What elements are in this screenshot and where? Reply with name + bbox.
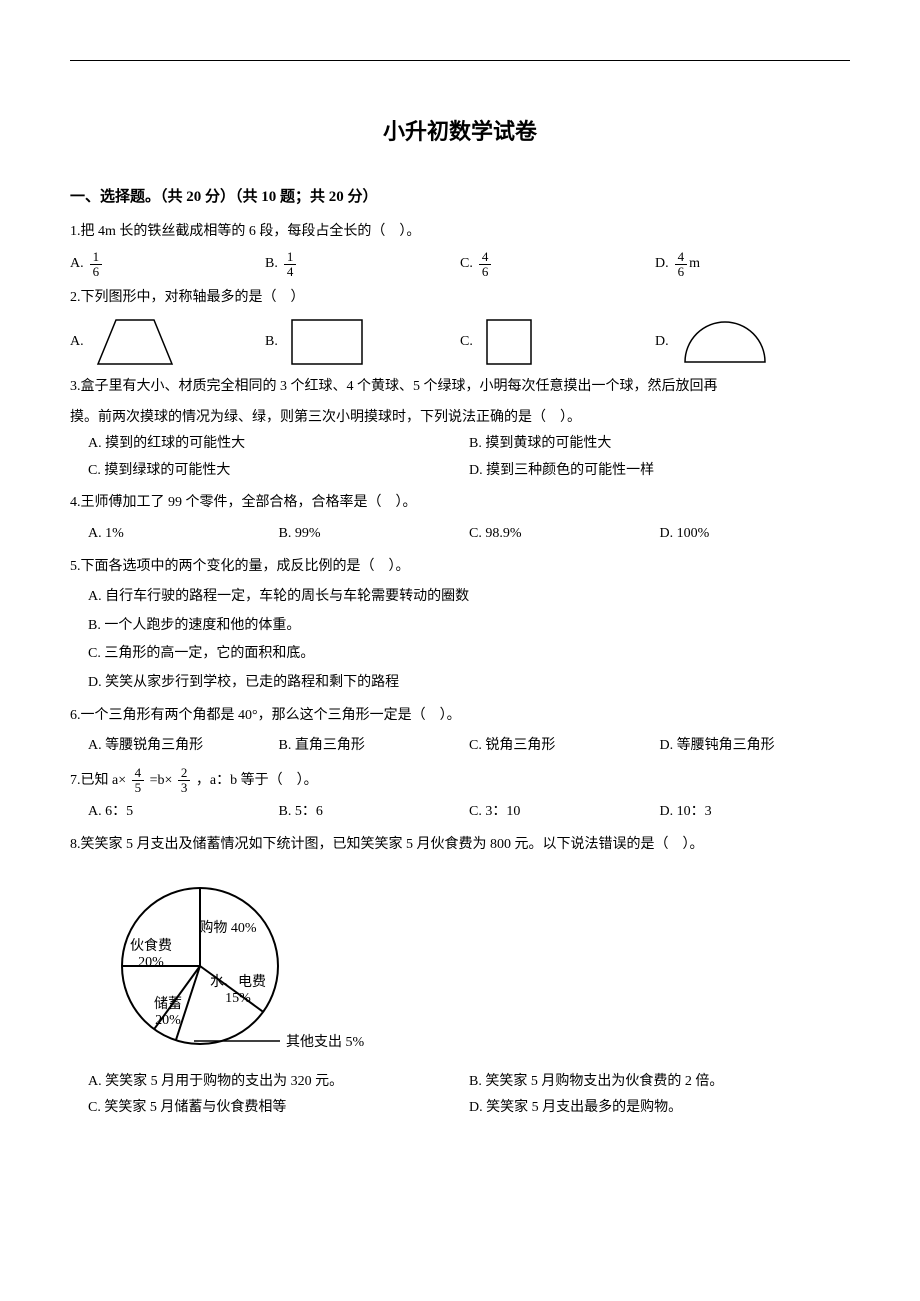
q4-opt-a: A. 1% bbox=[88, 521, 279, 548]
fraction-icon: 4 6 bbox=[479, 250, 492, 280]
q5-stem: 5.下面各选项中的两个变化的量，成反比例的是（ ）。 bbox=[70, 554, 850, 581]
fraction-icon: 4 6 bbox=[675, 250, 688, 280]
q1-stem: 1.把 4m 长的铁丝截成相等的 6 段，每段占全长的（ ）。 bbox=[70, 219, 850, 246]
q2-options: A. B. C. D. bbox=[70, 316, 850, 368]
q7-pre: 7.已知 a× bbox=[70, 773, 130, 788]
q2-c-label: C. bbox=[460, 329, 473, 356]
q1-opt-a: A. 1 6 bbox=[70, 250, 265, 280]
q1-a-label: A. bbox=[70, 251, 84, 278]
frac-den: 4 bbox=[284, 265, 297, 279]
frac-num: 2 bbox=[178, 766, 191, 781]
q5-opt-b: B. 一个人跑步的速度和他的体重。 bbox=[88, 613, 850, 640]
frac-den: 5 bbox=[132, 781, 145, 795]
q6-opt-c: C. 锐角三角形 bbox=[469, 733, 660, 760]
q8-pie-chart: 购物 40% 水、电费 15% 伙食费 20% 储蓄 20% 其他支出 5% bbox=[70, 871, 850, 1061]
q7-opt-d: D. 10：3 bbox=[660, 799, 851, 826]
page-title: 小升初数学试卷 bbox=[70, 111, 850, 153]
frac-num: 1 bbox=[284, 250, 297, 265]
pie-label-save1: 储蓄 bbox=[154, 996, 182, 1012]
q5-opt-d: D. 笑笑从家步行到学校，已走的路程和剩下的路程 bbox=[88, 670, 850, 697]
q7-post: ，a：b 等于（ ）。 bbox=[196, 773, 318, 788]
q2-opt-c: C. bbox=[460, 316, 655, 368]
q4-opt-b: B. 99% bbox=[279, 521, 470, 548]
q8-stem: 8.笑笑家 5 月支出及储蓄情况如下统计图，已知笑笑家 5 月伙食费为 800 … bbox=[70, 832, 850, 859]
pie-label-food1: 伙食费 bbox=[130, 937, 172, 954]
q2-opt-d: D. bbox=[655, 316, 850, 368]
fraction-icon: 2 3 bbox=[178, 766, 191, 796]
q7-opt-a: A. 6：5 bbox=[88, 799, 279, 826]
q1-c-label: C. bbox=[460, 251, 473, 278]
trapezoid-icon bbox=[94, 316, 176, 368]
square-icon bbox=[483, 316, 535, 368]
q4-opt-c: C. 98.9% bbox=[469, 521, 660, 548]
top-rule bbox=[70, 60, 850, 61]
q1-options: A. 1 6 B. 1 4 C. 4 6 D. 4 6 m bbox=[70, 250, 850, 280]
q3-opt-c: C. 摸到绿球的可能性大 bbox=[88, 458, 469, 485]
q2-stem: 2.下列图形中，对称轴最多的是（ ） bbox=[70, 285, 850, 312]
q7-opt-c: C. 3：10 bbox=[469, 799, 660, 826]
frac-den: 6 bbox=[90, 265, 103, 279]
frac-num: 4 bbox=[675, 250, 688, 265]
q7-stem: 7.已知 a× 4 5 =b× 2 3 ，a：b 等于（ ）。 bbox=[70, 766, 850, 796]
pie-label-food2: 20% bbox=[138, 955, 164, 970]
pie-label-save2: 20% bbox=[155, 1013, 181, 1028]
q2-b-label: B. bbox=[265, 329, 278, 356]
q5-opt-a: A. 自行车行驶的路程一定，车轮的周长与车轮需要转动的圈数 bbox=[88, 584, 850, 611]
q2-d-label: D. bbox=[655, 329, 669, 356]
q6-opt-a: A. 等腰锐角三角形 bbox=[88, 733, 279, 760]
fraction-icon: 1 4 bbox=[284, 250, 297, 280]
q3-stem-line2: 摸。前两次摸球的情况为绿、绿，则第三次小明摸球时，下列说法正确的是（ ）。 bbox=[70, 405, 850, 432]
q1-opt-b: B. 1 4 bbox=[265, 250, 460, 280]
fraction-icon: 4 5 bbox=[132, 766, 145, 796]
pie-label-utility2: 15% bbox=[225, 991, 251, 1006]
q3-opt-d: D. 摸到三种颜色的可能性一样 bbox=[469, 458, 850, 485]
q8-row1: A. 笑笑家 5 月用于购物的支出为 320 元。 B. 笑笑家 5 月购物支出… bbox=[88, 1069, 850, 1096]
q1-d-unit: m bbox=[689, 251, 700, 278]
q8-row2: C. 笑笑家 5 月储蓄与伙食费相等 D. 笑笑家 5 月支出最多的是购物。 bbox=[88, 1095, 850, 1122]
frac-num: 4 bbox=[479, 250, 492, 265]
frac-den: 3 bbox=[178, 781, 191, 795]
q6-opt-b: B. 直角三角形 bbox=[279, 733, 470, 760]
q8-opt-c: C. 笑笑家 5 月储蓄与伙食费相等 bbox=[88, 1095, 469, 1122]
frac-num: 4 bbox=[132, 766, 145, 781]
pie-label-other: 其他支出 5% bbox=[286, 1034, 364, 1050]
pie-label-utility1: 水、电费 bbox=[210, 974, 266, 990]
q4-stem: 4.王师傅加工了 99 个零件，全部合格，合格率是（ ）。 bbox=[70, 490, 850, 517]
q3-opt-b: B. 摸到黄球的可能性大 bbox=[469, 431, 850, 458]
rectangle-icon bbox=[288, 316, 368, 368]
q7-options: A. 6：5 B. 5：6 C. 3：10 D. 10：3 bbox=[70, 799, 850, 826]
q5-opt-c: C. 三角形的高一定，它的面积和底。 bbox=[88, 641, 850, 668]
q1-b-label: B. bbox=[265, 251, 278, 278]
q1-opt-c: C. 4 6 bbox=[460, 250, 655, 280]
q8-opt-a: A. 笑笑家 5 月用于购物的支出为 320 元。 bbox=[88, 1069, 469, 1096]
q2-opt-b: B. bbox=[265, 316, 460, 368]
q8-opt-d: D. 笑笑家 5 月支出最多的是购物。 bbox=[469, 1095, 850, 1122]
semicircle-icon bbox=[679, 316, 771, 368]
q8-opt-b: B. 笑笑家 5 月购物支出为伙食费的 2 倍。 bbox=[469, 1069, 850, 1096]
q2-opt-a: A. bbox=[70, 316, 265, 368]
q3-row1: A. 摸到的红球的可能性大 B. 摸到黄球的可能性大 bbox=[88, 431, 850, 458]
q3-opt-a: A. 摸到的红球的可能性大 bbox=[88, 431, 469, 458]
frac-den: 6 bbox=[479, 265, 492, 279]
q1-opt-d: D. 4 6 m bbox=[655, 250, 850, 280]
q4-options: A. 1% B. 99% C. 98.9% D. 100% bbox=[70, 521, 850, 548]
q1-d-label: D. bbox=[655, 251, 669, 278]
frac-den: 6 bbox=[675, 265, 688, 279]
pie-label-shopping: 购物 40% bbox=[199, 920, 256, 936]
q6-stem: 6.一个三角形有两个角都是 40°，那么这个三角形一定是（ ）。 bbox=[70, 703, 850, 730]
pie-chart-icon: 购物 40% 水、电费 15% 伙食费 20% 储蓄 20% 其他支出 5% bbox=[70, 871, 470, 1061]
q7-mid: =b× bbox=[150, 773, 176, 788]
q6-options: A. 等腰锐角三角形 B. 直角三角形 C. 锐角三角形 D. 等腰钝角三角形 bbox=[70, 733, 850, 760]
q7-opt-b: B. 5：6 bbox=[279, 799, 470, 826]
q2-a-label: A. bbox=[70, 329, 84, 356]
q3-row2: C. 摸到绿球的可能性大 D. 摸到三种颜色的可能性一样 bbox=[88, 458, 850, 485]
fraction-icon: 1 6 bbox=[90, 250, 103, 280]
frac-num: 1 bbox=[90, 250, 103, 265]
q3-stem-line1: 3.盒子里有大小、材质完全相同的 3 个红球、4 个黄球、5 个绿球，小明每次任… bbox=[70, 374, 850, 401]
section-1-heading: 一、选择题。（共 20 分）（共 10 题；共 20 分） bbox=[70, 183, 850, 212]
q6-opt-d: D. 等腰钝角三角形 bbox=[660, 733, 851, 760]
q4-opt-d: D. 100% bbox=[660, 521, 851, 548]
